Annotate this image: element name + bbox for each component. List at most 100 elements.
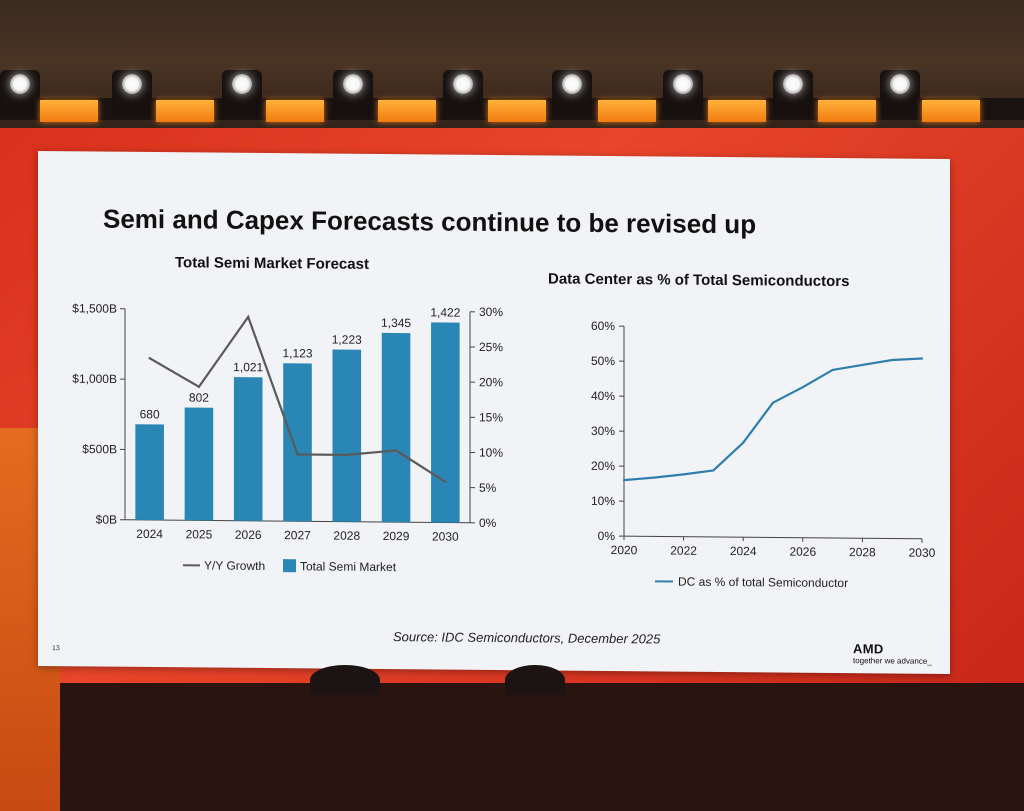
- audience-head: [505, 665, 565, 695]
- stage-light: [0, 70, 40, 116]
- left-axis-tick-label: $0B: [96, 513, 117, 527]
- bar-value-label: 1,223: [332, 333, 362, 347]
- led-bar: [266, 100, 324, 122]
- x-axis-tick-label: 2026: [789, 545, 816, 559]
- bar-value-label: 1,123: [282, 346, 312, 360]
- page-number: 13: [52, 645, 60, 652]
- stage-light: [222, 70, 262, 116]
- stage-light-lens: [890, 74, 910, 94]
- stage-light-lens: [783, 74, 803, 94]
- bar-value-label: 1,422: [430, 305, 460, 319]
- dc-percent-point: [712, 469, 714, 471]
- led-bar: [922, 100, 980, 122]
- stage-light: [663, 70, 703, 116]
- stage-light: [773, 70, 813, 116]
- stage-light-lens: [453, 74, 473, 94]
- y-axis-tick-label: 30%: [591, 424, 615, 438]
- yy-growth-point: [148, 357, 150, 359]
- stage-light-lens: [343, 74, 363, 94]
- dc-percent-point: [861, 364, 863, 366]
- stage-light: [552, 70, 592, 116]
- led-bar: [708, 100, 766, 122]
- led-bar: [40, 100, 98, 122]
- x-axis-tick-label: 2029: [383, 529, 410, 543]
- stage-light-lens: [10, 74, 30, 94]
- led-bar: [378, 100, 436, 122]
- led-bar: [598, 100, 656, 122]
- dc-percent-point: [683, 473, 685, 475]
- yy-growth-point: [395, 449, 397, 451]
- dc-percent-point: [623, 479, 625, 481]
- amd-logo: AMD together we advance_: [853, 641, 932, 666]
- yy-growth-point: [198, 386, 200, 388]
- yy-growth-point: [296, 453, 298, 455]
- bar-value-label: 802: [189, 391, 209, 405]
- led-bar: [156, 100, 214, 122]
- legend-total-semi: Total Semi Market: [300, 559, 397, 574]
- right-axis-tick-label: 30%: [479, 305, 503, 319]
- dc-percent-point: [921, 357, 923, 359]
- stage-light-lens: [673, 74, 693, 94]
- right-axis-tick-label: 10%: [479, 446, 503, 460]
- legend-yy-growth: Y/Y Growth: [204, 558, 265, 573]
- stage-light: [333, 70, 373, 116]
- stage-light: [443, 70, 483, 116]
- bar-total-semi-market: [135, 424, 164, 520]
- y-axis-tick-label: 10%: [591, 494, 615, 508]
- stage-light: [112, 70, 152, 116]
- slide-title: Semi and Capex Forecasts continue to be …: [103, 204, 756, 241]
- led-bar: [818, 100, 876, 122]
- bar-total-semi-market: [234, 377, 263, 521]
- y-axis-tick-label: 0%: [598, 529, 616, 543]
- stage-light-lens: [562, 74, 582, 94]
- dc-percent-point: [742, 442, 744, 444]
- legend-total-semi-swatch: [283, 559, 296, 572]
- dc-percent-point: [653, 476, 655, 478]
- led-bar: [488, 100, 546, 122]
- left-axis-tick-label: $500B: [82, 442, 117, 456]
- stage-light-lens: [232, 74, 252, 94]
- x-axis-tick-label: 2026: [235, 528, 262, 542]
- bar-total-semi-market: [185, 407, 214, 520]
- x-axis-tick-label: 2022: [670, 544, 697, 558]
- x-axis-tick-label: 2028: [333, 529, 360, 543]
- x-axis-tick-label: 2024: [136, 527, 163, 541]
- semi-market-chart-title: Total Semi Market Forecast: [175, 254, 369, 273]
- x-axis-line: [624, 536, 922, 539]
- logo-brand: AMD: [853, 641, 932, 657]
- bar-value-label: 1,345: [381, 316, 411, 330]
- right-axis-tick-label: 15%: [479, 410, 503, 424]
- y-axis-tick-label: 40%: [591, 389, 615, 403]
- bar-total-semi-market: [431, 322, 460, 522]
- x-axis-tick-label: 2024: [730, 544, 757, 558]
- logo-tagline: together we advance_: [853, 656, 932, 666]
- y-axis-tick-label: 20%: [591, 459, 615, 473]
- dc-percent-point: [832, 369, 834, 371]
- x-axis-tick-label: 2030: [432, 529, 459, 543]
- bar-value-label: 1,021: [233, 360, 263, 374]
- right-axis-tick-label: 0%: [479, 516, 497, 530]
- dc-percent-point: [891, 359, 893, 361]
- audience-head: [310, 665, 380, 695]
- yy-growth-point: [247, 316, 249, 318]
- semi-market-chart: $0B$500B$1,000B$1,500B0%5%10%15%20%25%30…: [38, 291, 508, 585]
- yy-growth-point: [444, 481, 446, 483]
- bar-total-semi-market: [382, 333, 411, 522]
- datacenter-chart-title: Data Center as % of Total Semiconductors: [548, 270, 849, 290]
- yy-growth-point: [346, 454, 348, 456]
- x-axis-tick-label: 2030: [909, 546, 936, 560]
- x-axis-tick-label: 2025: [186, 527, 213, 541]
- bar-total-semi-market: [332, 350, 361, 522]
- right-axis-tick-label: 20%: [479, 375, 503, 389]
- bar-value-label: 680: [140, 407, 160, 421]
- legend-dc-percent: DC as % of total Semiconductor: [678, 575, 848, 590]
- dc-percent-point: [772, 402, 774, 404]
- presentation-slide: Semi and Capex Forecasts continue to be …: [38, 151, 950, 674]
- left-axis-tick-label: $1,000B: [72, 372, 117, 386]
- y-axis-tick-label: 50%: [591, 354, 615, 368]
- source-note: Source: IDC Semiconductors, December 202…: [393, 629, 660, 646]
- bar-total-semi-market: [283, 363, 312, 521]
- stage-light: [880, 70, 920, 116]
- left-axis-tick-label: $1,500B: [72, 301, 117, 315]
- stage-light-lens: [122, 74, 142, 94]
